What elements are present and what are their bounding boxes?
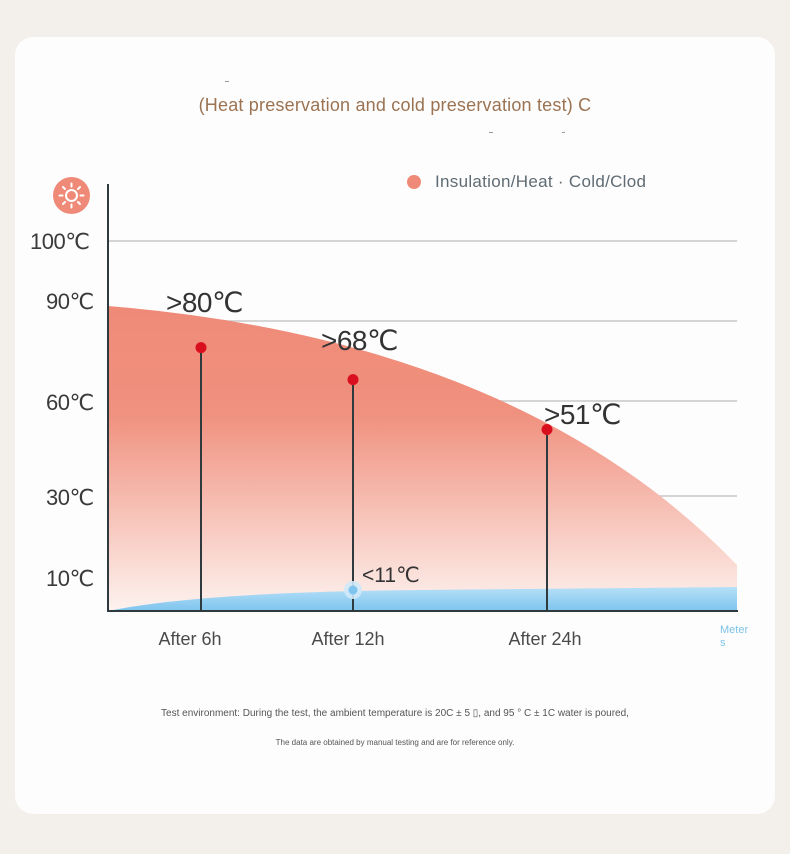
cold-area [108,587,737,611]
heat-point [347,374,359,386]
reference-note: The data are obtained by manual testing … [275,738,515,747]
legend-label: Insulation/Heat · Cold/Clod [435,172,647,191]
data-label: >68℃ [321,325,398,356]
data-label-cold: <11℃ [362,564,420,587]
y-tick-label: 90℃ [46,289,94,314]
x-tick-label: After 24h [508,629,582,649]
y-tick-label: 100℃ [30,229,90,254]
x-axis-unit: Meters [720,624,749,649]
data-marks [195,342,553,611]
sun-icon [53,177,90,214]
axes [107,184,738,612]
legend-heat-swatch [407,175,421,189]
data-label: >80℃ [166,287,243,318]
heat-point [195,342,207,354]
data-label: >51℃ [544,399,621,430]
decor-dash [562,132,565,133]
legend: Insulation/Heat · Cold/Clod [407,172,646,192]
chart-title: (Heat preservation and cold preservation… [198,95,592,115]
heat-area [108,306,737,611]
test-environment-note: Test environment: During the test, the a… [161,708,629,719]
heat-point [541,424,553,435]
y-tick-label: 30℃ [46,485,94,510]
y-tick-label: 60℃ [46,390,94,415]
x-tick-label: After 6h [158,629,222,649]
decor-dash [225,81,229,82]
cold-point [348,585,358,595]
x-tick-label: After 12h [311,629,385,649]
decor-dash [489,132,493,133]
y-tick-label: 10℃ [46,566,94,591]
